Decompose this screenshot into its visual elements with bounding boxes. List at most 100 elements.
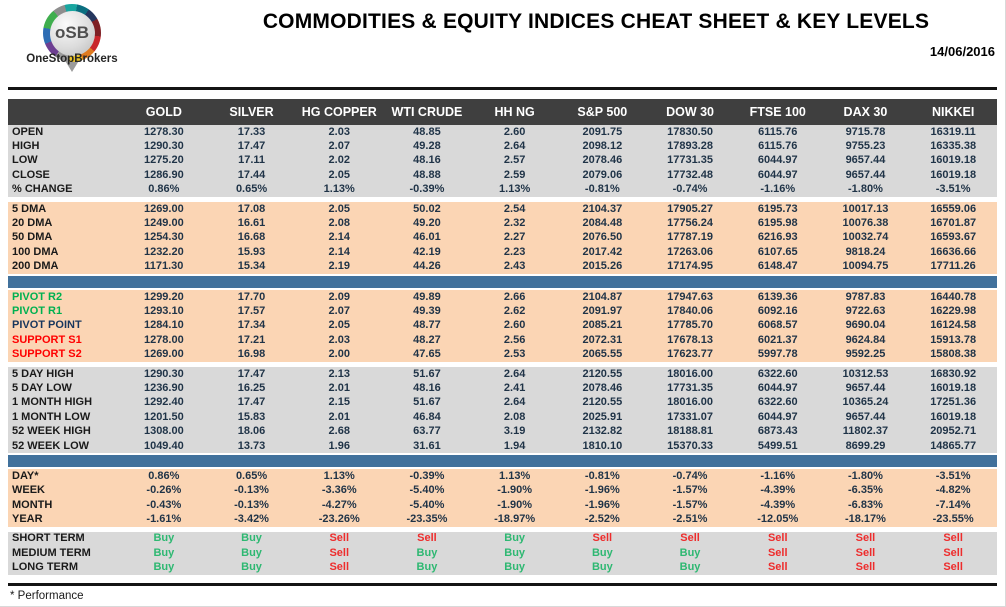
value-cell: 6195.73 [757, 202, 798, 215]
signal-cell: Sell [592, 532, 613, 545]
signal-cell: Buy [591, 546, 613, 559]
value-cell: 1.13% [499, 469, 531, 482]
logo-monogram: oSB [49, 10, 95, 56]
value-cell: 15.83 [237, 410, 266, 423]
value-cell: 17830.50 [667, 125, 713, 138]
value-cell: 16701.87 [930, 217, 977, 230]
table-row: SUPPORT S1 1278.00 17.21 2.03 48.27 2.56 2072.… [8, 333, 997, 348]
value-cell: 0.65% [235, 183, 268, 196]
value-cell: 2091.75 [582, 125, 623, 138]
value-cell: 16229.98 [930, 304, 977, 317]
value-cell: 6044.97 [757, 154, 798, 167]
value-cell: 1308.00 [143, 425, 184, 438]
row-label: 1 MONTH HIGH [12, 396, 93, 409]
table-row: 52 WEEK LOW 1049.40 13.73 1.96 31.61 1.94 1810… [8, 438, 997, 454]
value-cell: 17840.06 [667, 304, 713, 317]
value-cell: 2.05 [328, 168, 350, 181]
signal-cell: Sell [943, 532, 963, 545]
value-cell: 48.16 [413, 381, 441, 394]
value-cell: 1232.20 [143, 245, 184, 258]
osb-logo: oSB OneStopBrokers [14, 4, 130, 72]
row-label: PIVOT POINT [12, 319, 82, 332]
value-cell: 6195.98 [757, 217, 798, 230]
value-cell: -12.05% [757, 513, 799, 526]
table-row: 200 DMA 1171.30 15.34 2.19 44.26 2.43 2015.26 1… [8, 259, 997, 274]
row-label: 5 DAY HIGH [12, 367, 74, 380]
value-cell: 50.02 [413, 202, 441, 215]
value-cell: 16019.18 [930, 410, 977, 423]
value-cell: 15808.38 [930, 348, 977, 361]
value-cell: 18016.00 [667, 367, 713, 380]
row-label: CLOSE [12, 168, 50, 181]
column-header: HH NG [494, 104, 535, 119]
report-date: 14/06/2016 [929, 44, 995, 59]
value-cell: 10365.24 [842, 396, 889, 409]
value-cell: 2.07 [328, 304, 350, 317]
value-cell: 9755.23 [845, 140, 886, 153]
value-cell: 51.67 [413, 367, 441, 380]
value-cell: 2065.55 [582, 348, 623, 361]
value-cell: 16636.66 [930, 245, 977, 258]
table-row: 50 DMA 1254.30 16.68 2.14 46.01 2.27 2076.50 17… [8, 230, 997, 246]
value-cell: 17.70 [237, 290, 266, 303]
value-cell: 6216.93 [757, 231, 798, 244]
value-cell: 17.33 [237, 125, 266, 138]
value-cell: 0.86% [148, 183, 180, 196]
column-header: DOW 30 [666, 104, 714, 119]
logo-color-ring: oSB [43, 4, 101, 62]
signal-cell: Buy [153, 561, 175, 574]
header-divider-rule [8, 87, 997, 90]
value-cell: 17263.06 [667, 245, 713, 258]
signal-cell: Sell [855, 546, 876, 559]
value-cell: -3.36% [321, 484, 357, 497]
value-cell: 9657.44 [845, 410, 886, 423]
value-cell: 17.08 [237, 202, 266, 215]
value-cell: 9657.44 [845, 154, 886, 167]
value-cell: 17756.24 [667, 217, 713, 230]
value-cell: -1.80% [848, 183, 883, 196]
value-cell: -0.39% [409, 469, 445, 482]
value-cell: 16440.78 [930, 290, 977, 303]
value-cell: 9657.44 [845, 168, 886, 181]
value-cell: 1278.30 [143, 125, 184, 138]
signal-cell: Buy [591, 561, 613, 574]
value-cell: -5.40% [409, 498, 445, 511]
value-cell: 2.00 [328, 348, 350, 361]
row-label: 5 DAY LOW [12, 381, 72, 394]
signal-cell: Buy [679, 546, 701, 559]
value-cell: 2.03 [328, 333, 350, 346]
value-cell: 18016.00 [667, 396, 713, 409]
value-cell: -1.16% [760, 183, 796, 196]
value-cell: 9787.83 [845, 290, 886, 303]
value-cell: 2.57 [503, 154, 526, 167]
value-cell: 6322.60 [757, 367, 798, 380]
value-cell: 2.64 [503, 396, 526, 409]
table-row: 52 WEEK HIGH 1308.00 18.06 2.68 63.77 3.19 213… [8, 424, 997, 439]
table-row: WEEK -0.26% -0.13% -3.36% -5.40% -1.90% -1.96%… [8, 483, 997, 498]
value-cell: -4.39% [760, 484, 796, 497]
value-cell: 2.68 [328, 425, 350, 438]
blue-divider-bar [8, 455, 997, 468]
value-cell: -1.57% [672, 498, 708, 511]
value-cell: 17947.63 [667, 290, 713, 303]
value-cell: 6322.60 [757, 396, 798, 409]
table-row: PIVOT R1 1293.10 17.57 2.07 49.39 2.62 2091.97… [8, 304, 997, 319]
value-cell: -0.26% [146, 484, 182, 497]
value-cell: 16830.92 [930, 367, 977, 380]
value-cell: 17.34 [237, 319, 266, 332]
value-cell: 63.77 [413, 425, 441, 438]
value-cell: 17.47 [237, 396, 266, 409]
row-label: SUPPORT S2 [12, 348, 82, 361]
value-cell: 2078.46 [582, 154, 623, 167]
value-cell: 2091.97 [582, 304, 623, 317]
value-cell: 49.89 [413, 290, 441, 303]
value-cell: -4.27% [321, 498, 357, 511]
value-cell: 2017.42 [582, 245, 623, 258]
logo-pin-icon: oSB [43, 4, 101, 72]
table-row: PIVOT R2 1299.20 17.70 2.09 49.89 2.66 2104.87… [8, 289, 997, 305]
value-cell: -4.39% [760, 498, 796, 511]
value-cell: 48.77 [413, 319, 441, 332]
value-cell: -4.82% [935, 484, 971, 497]
value-cell: -18.97% [494, 513, 536, 526]
signal-cell: Sell [767, 561, 788, 574]
